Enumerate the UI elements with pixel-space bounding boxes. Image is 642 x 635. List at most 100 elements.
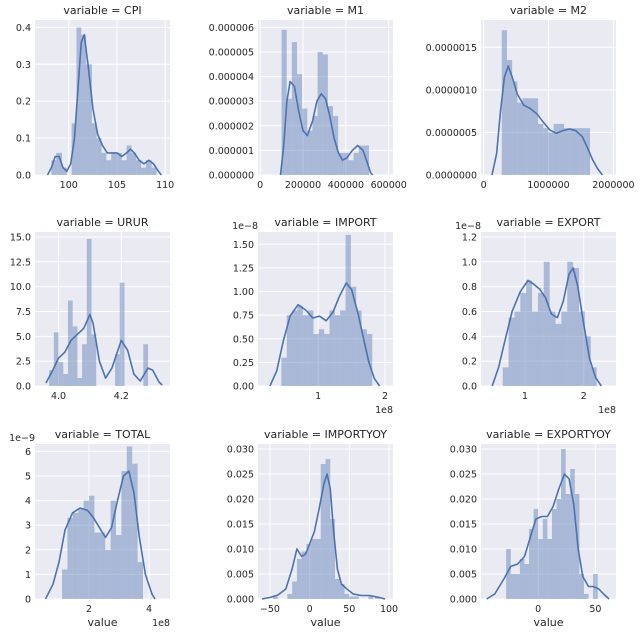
y-tick-label: 0.0000005 (426, 128, 477, 139)
histogram-bar (555, 323, 562, 386)
histogram-bar (543, 261, 550, 386)
kde-line (279, 80, 374, 176)
histogram-bar (63, 374, 68, 386)
x-tick-label: 4 (146, 604, 152, 615)
histogram-bar (106, 160, 112, 175)
y-tick-label: 0.000004 (209, 72, 254, 83)
histogram-bar (325, 459, 331, 599)
histogram-bar (547, 539, 552, 599)
histogram-bar (345, 234, 351, 386)
x-axis-label: value (533, 616, 563, 629)
histogram-bar (62, 167, 67, 175)
panel-background (35, 444, 170, 599)
histogram-bar (565, 494, 571, 599)
histogram-bar (82, 344, 87, 386)
x-offset-label: 1e8 (375, 405, 393, 416)
y-tick-label: 0.000 (227, 595, 254, 606)
y-tick-label: 1.2 (462, 232, 477, 243)
histogram-bar (91, 123, 97, 175)
y-tick-label: 15.0 (10, 232, 31, 243)
x-tick-label: −50 (260, 604, 280, 615)
histogram-bar (311, 539, 316, 599)
kde-line (486, 473, 610, 600)
histogram-bar (529, 529, 534, 599)
histogram-bar (89, 495, 95, 599)
facet-variable-cpi: variable = CPI 0.0 0.1 0.2 0.3 0.4 100 105 110 (16, 4, 174, 191)
y-tick-label: 0.025 (227, 470, 254, 481)
histogram-bar (91, 334, 97, 386)
histogram-bar (514, 311, 521, 386)
y-tick-label: 1.00 (233, 287, 254, 298)
histogram-bar (340, 310, 346, 386)
x-tick-label: 600000 (371, 180, 407, 191)
kde-line (261, 473, 386, 600)
y-tick-label: 0.0 (16, 382, 31, 393)
histogram-bar (356, 310, 362, 386)
y-offset-label: 1e−8 (455, 221, 481, 232)
histogram-bar (286, 98, 292, 175)
y-tick-label: 0.005 (450, 570, 477, 581)
histogram-bar (532, 311, 538, 386)
x-tick-label: 1 (315, 391, 321, 402)
x-tick-label: 100 (380, 604, 398, 615)
x-tick-label: 200000 (285, 180, 321, 191)
x-axis-label: value (87, 616, 117, 629)
histogram-bar (339, 584, 345, 599)
histogram-bar (312, 115, 318, 175)
kde-line (491, 267, 602, 387)
y-tick-label: 0.030 (450, 445, 477, 456)
histogram-bar (570, 469, 575, 599)
histogram-bar (358, 145, 364, 175)
facet-variable-importyoy: variable = IMPORTYOY 0.000 0.005 0.010 0.015… (227, 428, 398, 629)
histogram-bar (292, 310, 298, 386)
facet-variable-m1: variable = M1 0.000000 0.000001 0.000002 0.0… (209, 4, 407, 191)
histogram-bar (519, 559, 525, 599)
x-tick-label: 50 (589, 604, 601, 615)
x-tick-label: 110 (156, 180, 174, 191)
kde-line (45, 313, 163, 386)
y-tick-label: 0.000 (450, 595, 477, 606)
histogram-bar (532, 98, 539, 175)
histogram-bar (116, 152, 122, 175)
histogram-bar (508, 317, 515, 386)
histogram-bar (141, 167, 146, 175)
panel-background (258, 232, 393, 386)
facet-variable-m2: variable = M2 0.0000000 0.0000005 0.0000010… (426, 4, 635, 191)
histogram-bar (116, 535, 122, 599)
histogram-bar (543, 128, 549, 175)
y-tick-label: 0.000005 (209, 47, 254, 58)
histogram-bar (301, 551, 307, 599)
y-tick-label: 0.00 (233, 382, 254, 393)
facet-variable-exportyoy: variable = EXPORTYOY 0.000 0.005 0.010 0.015… (450, 428, 616, 629)
histogram-bar (334, 315, 341, 386)
facet-title: variable = IMPORT (274, 216, 376, 229)
y-tick-label: 0.000006 (209, 23, 254, 34)
histogram-bar (151, 167, 157, 175)
histogram-bar (549, 311, 556, 386)
histogram-bar (94, 532, 100, 599)
histogram-bar (593, 574, 598, 599)
histogram-bar (281, 29, 287, 175)
histogram-bar (136, 160, 142, 175)
y-tick-label: 0 (25, 595, 31, 606)
histogram-bar (317, 51, 323, 175)
histogram-bar (349, 596, 355, 599)
histogram-bar (77, 378, 83, 386)
histogram-bar (551, 509, 557, 599)
y-tick-label: 0.25 (233, 358, 254, 369)
histogram-bar (119, 282, 125, 386)
y-tick-label: 12.5 (10, 257, 31, 268)
facet-title: variable = EXPORT (497, 216, 601, 229)
histogram-bar (350, 286, 357, 386)
histogram-bar (366, 334, 373, 386)
histogram-bar (308, 310, 314, 386)
histogram-bar (101, 152, 107, 175)
y-tick-label: 0.010 (450, 545, 477, 556)
histogram-bar (307, 130, 313, 175)
y-tick-label: 5 (25, 471, 31, 482)
y-tick-label: 0.6 (462, 307, 477, 318)
histogram-bar (313, 334, 319, 386)
histogram-bar (145, 160, 152, 175)
histogram-bar (297, 74, 303, 175)
